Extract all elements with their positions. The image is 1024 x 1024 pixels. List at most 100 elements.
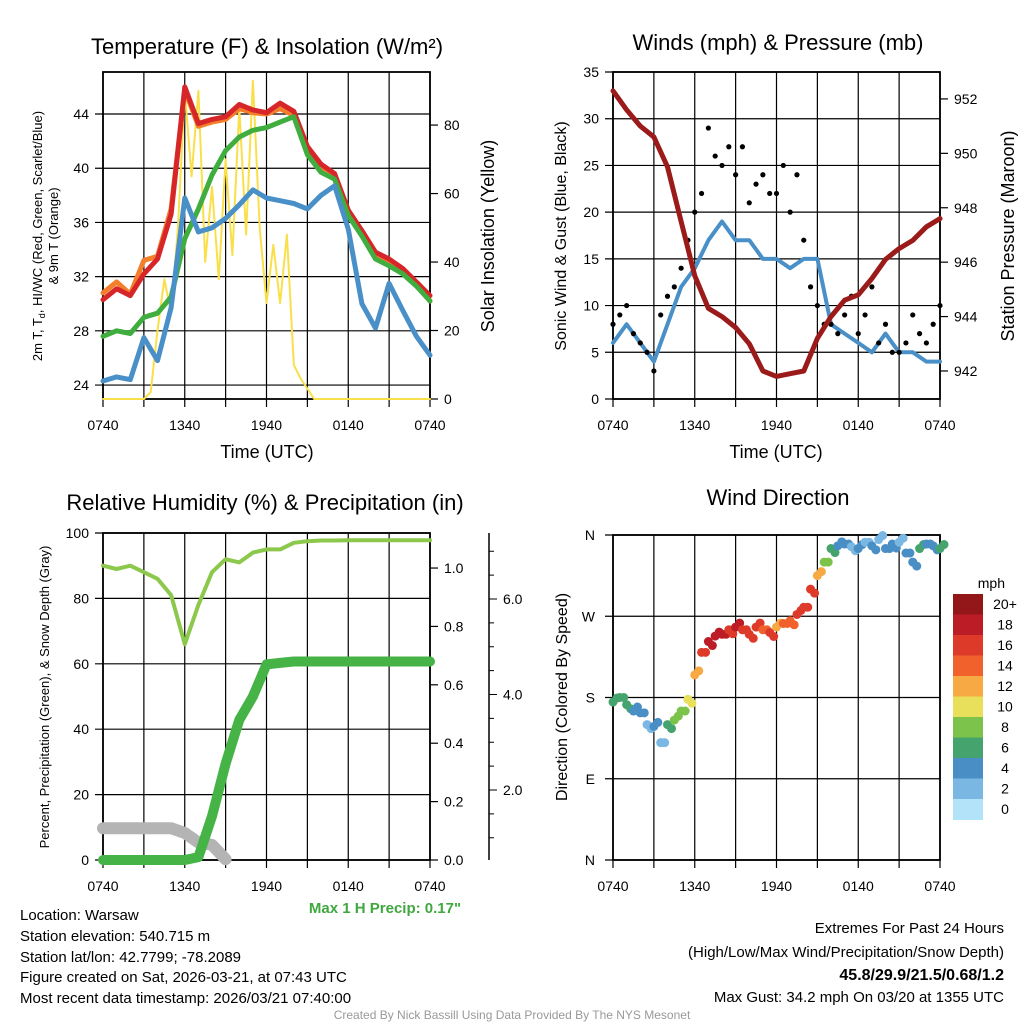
gust-point [698, 190, 705, 197]
gust-point [916, 331, 923, 337]
snow-tick-label: 2.0 [503, 782, 523, 798]
location-text: Location: Warsaw [20, 907, 139, 924]
y-tick-label: 0 [591, 391, 599, 407]
gust-point [896, 349, 902, 355]
y-tick-label: 28 [73, 323, 89, 339]
temp-y-axis-title: 2m T, Td, HI/WC (Red, Green, Scarlet/Blu… [30, 111, 47, 361]
direction-point [680, 706, 690, 716]
pressure-line [610, 88, 943, 379]
colorbar-label: 10 [997, 699, 1013, 715]
colorbar-label: 12 [997, 678, 1013, 694]
y-tick-label: 25 [583, 157, 599, 173]
gust-point [807, 284, 814, 290]
y-tick-label: 80 [73, 590, 89, 606]
x-tick-label: 0740 [87, 878, 118, 894]
x-tick-label: 0140 [843, 878, 874, 894]
gust-point [842, 312, 848, 318]
x-tick-label: 1340 [169, 417, 200, 433]
y-tick-label: 40 [73, 721, 89, 737]
temp-panel-title: Temperature (F) & Insolation (W/m²) [91, 34, 443, 59]
y2-tick-label: 946 [954, 254, 978, 270]
colorbar-swatch [953, 614, 983, 636]
direction-point [939, 540, 949, 550]
x-tick-label: 0740 [87, 417, 118, 433]
colorbar-label: 16 [997, 637, 1013, 653]
direction-point [769, 632, 779, 641]
y-tick-label: 36 [73, 214, 89, 230]
gust-point [671, 284, 677, 290]
station-info: Location: Warsaw Station elevation: 540.… [20, 907, 351, 1007]
gust-point [712, 153, 718, 159]
x-tick-label: 0740 [924, 417, 955, 433]
direction-tick-label: W [582, 608, 596, 624]
direction-point [694, 666, 704, 676]
colorbar-swatch [953, 594, 983, 615]
y2-tick-label: 0.6 [444, 677, 464, 693]
latlon-text: Station lat/lon: 42.7799; -78.2089 [20, 949, 241, 966]
plot-frame [102, 71, 431, 400]
y2-tick-label: 948 [954, 200, 978, 216]
recent-data-text: Most recent data timestamp: 2026/03/21 0… [20, 990, 351, 1007]
y2-tick-label: 952 [954, 91, 978, 107]
wind-axis-title: Sonic Wind & Gust (Blue, Black) [553, 121, 570, 350]
temp-ylabel-b: , HI/WC (Red, Green, Scarlet/Blue) [30, 111, 45, 313]
direction-point [653, 717, 663, 727]
gust-point [923, 340, 929, 346]
gust-point [910, 312, 916, 318]
colorbar-label: 14 [997, 658, 1013, 674]
extremes-title: Extremes For Past 24 Hours [815, 920, 1004, 937]
gust-point [739, 144, 746, 150]
snow-tick-label: 4.0 [503, 687, 523, 703]
y-tick-label: 100 [66, 525, 90, 541]
y-tick-label: 10 [583, 298, 599, 314]
credit-text: Created By Nick Bassill Using Data Provi… [334, 1008, 691, 1022]
gust-point [637, 340, 643, 346]
y-tick-label: 40 [73, 160, 89, 176]
y2-tick-label: 0.0 [444, 852, 464, 868]
direction-point [905, 548, 915, 558]
gust-point [630, 331, 637, 337]
pressure-axis-title: Station Pressure (Maroon) [998, 130, 1018, 341]
direction-point [816, 567, 826, 577]
precipitation-line [98, 656, 435, 865]
y2-tick-label: 950 [954, 145, 978, 161]
y2-tick-label: 0 [444, 391, 452, 407]
direction-point [878, 531, 888, 541]
direction-point [823, 557, 833, 567]
gust-point [876, 340, 882, 346]
direction-point [803, 602, 813, 612]
y-tick-label: 32 [73, 269, 89, 285]
gust-point [617, 312, 623, 318]
plot-frame [102, 532, 431, 861]
gust-point [658, 312, 664, 318]
temperature-line-td [100, 114, 433, 339]
x-tick-label: 0740 [597, 417, 628, 433]
x-tick-label: 0740 [414, 417, 445, 433]
rh-y-axis-title: Percent, Precipitation (Green), & Snow D… [37, 546, 52, 849]
x-tick-label: 1940 [251, 417, 282, 433]
gust-point [692, 209, 698, 215]
y2-tick-label: 1.0 [444, 560, 464, 576]
gust-point [651, 368, 657, 374]
direction-point [748, 633, 758, 643]
x-tick-label: 0740 [924, 878, 955, 894]
gust-point [733, 172, 739, 178]
temperature-line-2mt [100, 84, 433, 303]
max-gust-text: Max Gust: 34.2 mph On 03/20 at 1355 UTC [714, 989, 1004, 1006]
gust-point [719, 162, 725, 169]
colorbar-swatch [953, 676, 983, 697]
extremes-info: Extremes For Past 24 Hours (High/Low/Max… [688, 920, 1004, 1006]
y-tick-label: 35 [583, 64, 599, 80]
y-tick-label: 15 [583, 251, 599, 267]
gust-point [814, 302, 820, 309]
direction-point [707, 641, 717, 651]
gust-point [889, 349, 895, 355]
x-tick-label: 1340 [679, 878, 710, 894]
direction-y-axis-title: Direction (Colored By Speed) [554, 593, 571, 801]
colorbar-swatch [953, 799, 983, 820]
direction-point [660, 738, 670, 748]
gust-point [753, 181, 759, 187]
gust-point [855, 331, 861, 337]
x-tick-label: 0740 [414, 878, 445, 894]
